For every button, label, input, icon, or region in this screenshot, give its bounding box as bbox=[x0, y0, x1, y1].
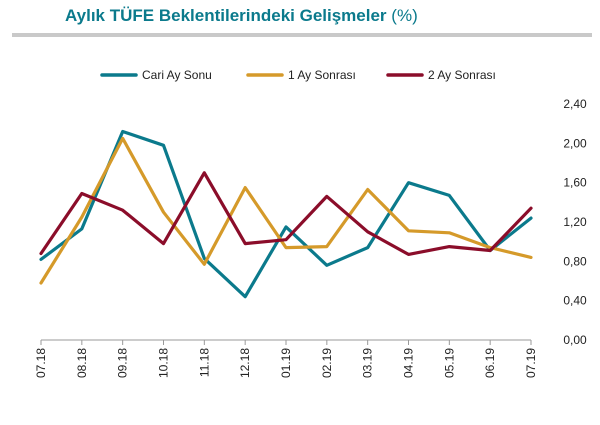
x-tick-label: 12.18 bbox=[238, 348, 252, 378]
chart-title-unit: (%) bbox=[391, 6, 418, 25]
y-tick-label: 1,20 bbox=[563, 215, 587, 229]
title-divider bbox=[12, 33, 592, 37]
legend-label: Cari Ay Sonu bbox=[142, 68, 212, 82]
y-tick-label: 1,60 bbox=[563, 176, 587, 190]
series-line bbox=[39, 129, 533, 299]
legend-label: 2 Ay Sonrası bbox=[428, 68, 496, 82]
y-tick-label: 2,40 bbox=[563, 97, 587, 111]
x-tick-label: 10.18 bbox=[157, 348, 171, 378]
x-tick-label: 08.18 bbox=[75, 348, 89, 378]
x-tick-label: 04.19 bbox=[402, 348, 416, 378]
x-tick-label: 03.19 bbox=[361, 348, 375, 378]
y-tick-label: 0,80 bbox=[563, 254, 587, 268]
x-tick-label: 06.19 bbox=[483, 348, 497, 378]
series-line bbox=[39, 136, 533, 285]
y-tick-label: 0,00 bbox=[563, 333, 587, 347]
series-line bbox=[39, 171, 533, 256]
x-tick-label: 07.18 bbox=[34, 348, 48, 378]
chart-title: Aylık TÜFE Beklentilerindeki Gelişmeler … bbox=[65, 6, 418, 26]
x-tick-label: 05.19 bbox=[442, 348, 456, 378]
x-tick-label: 01.19 bbox=[279, 348, 293, 378]
chart-title-text: Aylık TÜFE Beklentilerindeki Gelişmeler bbox=[65, 6, 387, 25]
x-tick-label: 07.19 bbox=[524, 348, 538, 378]
x-tick-label: 09.18 bbox=[116, 348, 130, 378]
y-tick-label: 2,00 bbox=[563, 136, 587, 150]
x-tick-label: 11.18 bbox=[197, 348, 211, 377]
legend-label: 1 Ay Sonrası bbox=[288, 68, 356, 82]
x-tick-label: 02.19 bbox=[320, 348, 334, 378]
y-tick-label: 0,40 bbox=[563, 294, 587, 308]
